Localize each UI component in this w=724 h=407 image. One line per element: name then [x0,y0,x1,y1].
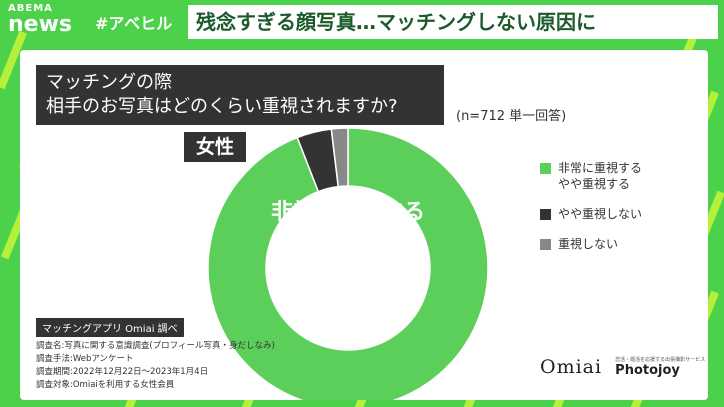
survey-method: 調査手法:Webアンケート [36,354,134,364]
hashtag: #アベヒル [95,14,173,33]
legend-item-0-line-2: やや重視する [558,177,631,191]
logo-top-text: ABEMA [8,3,53,14]
legend-swatch-1 [540,209,551,220]
donut-center-label: 非常に重視する やや重視する 94.1% [228,198,468,310]
legend-item-1-label: やや重視しない [558,207,643,221]
source-tag: マッチングアプリ Omiai 調べ [36,318,184,337]
top-bar: ABEMA news #アベヒル 残念すぎる顔写真…マッチングしない原因に [0,0,724,44]
abema-news-logo: ABEMA news [8,3,72,36]
question-box: マッチングの際 相手のお写真はどのくらい重視されますか? [36,65,444,125]
center-line-2: やや重視する [281,230,414,255]
photojoy-logo: 恋活・婚活を応援する出張撮影サービス Photojoy [615,356,705,378]
legend-item-0: 非常に重視する やや重視する [540,160,642,192]
survey-target: 調査対象:Omiaiを利用する女性会員 [36,380,175,390]
legend-item-2-label: 重視しない [558,237,619,251]
donut-slice-0 [207,127,489,400]
question-line-2: 相手のお写真はどのくらい重視されますか? [46,96,398,117]
survey-details: 調査名:写真に関する意識調査(プロフィール写真・身だしなみ) 調査手法:Webア… [36,340,275,392]
legend: 非常に重視する やや重視する やや重視しない 重視しない [540,160,642,266]
photojoy-tagline: 恋活・婚活を応援する出張撮影サービス [615,357,706,363]
chart-panel: マッチングの際 相手のお写真はどのくらい重視されますか? (n=712 単一回答… [20,50,708,400]
question-line-1: マッチングの際 [46,72,172,93]
legend-item-2: 重視しない [540,236,642,252]
headline: 残念すぎる顔写真…マッチングしない原因に [188,5,718,39]
legend-item-0-line-1: 非常に重視する [558,161,643,175]
center-value: 94.1% [273,261,423,307]
brand-logos: Omiai 恋活・婚活を応援する出張撮影サービス Photojoy [540,356,705,378]
legend-item-1: やや重視しない [540,206,642,222]
survey-name: 調査名:写真に関する意識調査(プロフィール写真・身だしなみ) [36,341,275,351]
legend-swatch-2 [540,239,551,250]
legend-swatch-0 [540,163,551,174]
donut-slice-2 [330,127,349,188]
omiai-logo: Omiai [540,356,603,378]
survey-period: 調査期間:2022年12月22日～2023年1月4日 [36,367,209,377]
gender-label: 女性 [184,132,246,162]
center-line-1: 非常に重視する [270,200,425,225]
logo-bottom-text: news [8,12,73,37]
sample-note: (n=712 単一回答) [456,109,567,124]
photojoy-name: Photojoy [615,363,680,378]
donut-chart [207,127,489,400]
